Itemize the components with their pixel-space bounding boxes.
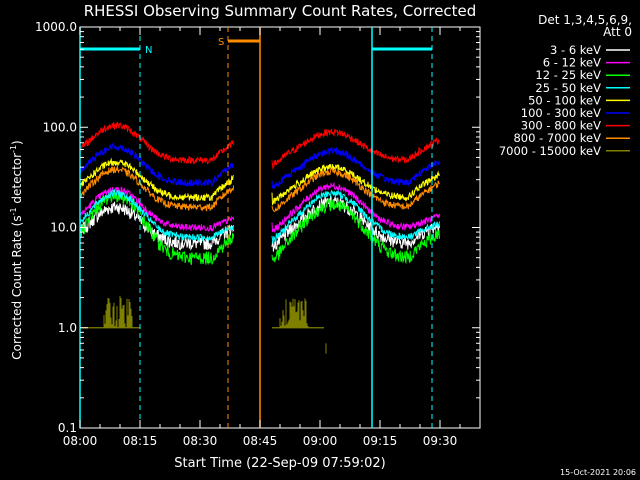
legend-label: 300 - 800 keV [521,119,601,133]
axes: 08:00 08:15 08:30 08:45 09:00 09:15 09:301000.… [35,20,481,448]
series-line [79,121,235,165]
x-tick-label: 09:00 [303,434,338,448]
x-tick-label: 08:30 [183,434,218,448]
legend-label: 100 - 300 keV [521,106,601,120]
y-tick-label: 1000.0 [35,20,77,34]
y-tick-label: 0.1 [58,421,77,435]
series-50-100keV [79,157,440,206]
night-annotation: N [79,27,433,428]
x-tick-label: 08:00 [63,434,98,448]
y-axis-label: Corrected Count Rate (s-1 detector-1) [9,140,24,359]
legend-label: 25 - 50 keV [535,81,601,95]
series-line [79,186,235,232]
series-25-50keV [79,188,440,244]
y-axis-label-detector: detector [10,153,24,208]
x-tick-label: 08:45 [243,434,278,448]
series-100-300keV [79,142,440,190]
series-line [271,181,440,233]
series-6-12keV [79,181,440,233]
legend-label: 800 - 7000 keV [513,131,601,145]
y-axis-label-exponent-1: -1 [9,207,18,215]
night-label: N [145,45,152,56]
series-line [271,167,440,213]
series-line [271,189,440,244]
series-line [79,166,235,212]
series-spikes [279,298,309,328]
x-axis-label: Start Time (22-Sep-09 07:59:02) [174,456,385,471]
legend-header-line-1: Det 1,3,4,5,6,9, [538,13,632,27]
y-axis-label-end: ) [10,140,24,145]
series-800-7000keV [79,166,440,213]
series-group [79,121,440,354]
y-axis: 1000.0 100.0 10.0 1.0 0.1 [35,20,480,435]
legend-label: 50 - 100 keV [528,93,601,107]
x-tick-label: 09:15 [363,434,398,448]
series-line [271,128,440,171]
saa-label: S [218,37,224,48]
x-axis: 08:00 08:15 08:30 08:45 09:00 09:15 09:30 [63,27,481,448]
series-line [271,198,440,265]
legend-label: 7000 - 15000 keV [499,144,601,158]
chart-title: RHESSI Observing Summary Count Rates, Co… [84,2,477,20]
x-tick-label: 08:15 [123,434,158,448]
y-axis-label-main: Corrected Count Rate (s [10,215,24,359]
legend-header-line-2: Att 0 [603,25,632,39]
y-axis-label-exponent-2: -1 [9,145,18,153]
footer-timestamp: 15-Oct-2021 20:06 [560,468,636,477]
series-line [271,146,440,190]
series-line [79,142,235,188]
legend-label: 3 - 6 keV [550,43,601,57]
y-tick-label: 10.0 [50,221,77,235]
legend-label: 6 - 12 keV [543,56,601,70]
x-tick-label: 09:30 [423,434,458,448]
y-tick-label: 1.0 [58,321,77,335]
series-line [79,188,235,243]
series-7000-15000keV [80,295,327,354]
series-line [271,194,440,252]
series-300-800keV [79,121,440,171]
series-line [79,157,234,202]
y-tick-label: 100.0 [43,120,77,134]
saa-annotation: S [218,27,261,428]
annotation-group: NS [79,27,433,428]
legend-label: 12 - 25 keV [535,68,601,82]
series-line [271,163,440,206]
